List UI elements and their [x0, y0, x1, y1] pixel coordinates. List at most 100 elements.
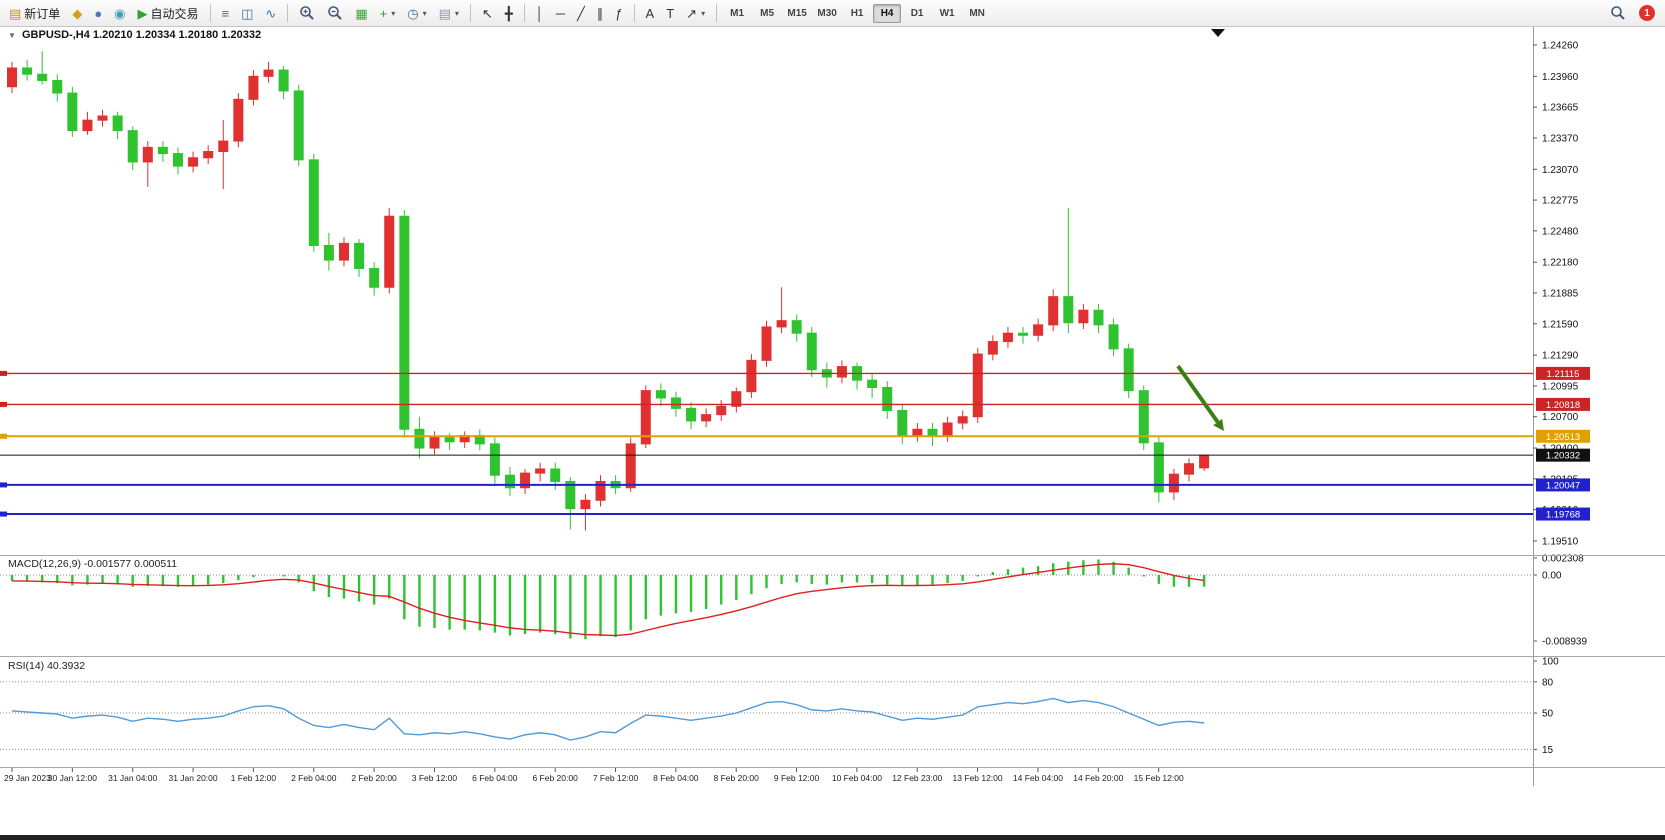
- text-tool-button[interactable]: A: [641, 2, 660, 24]
- candle: [112, 115, 123, 132]
- hline-tool-button[interactable]: ─: [551, 2, 570, 24]
- channel-icon: ∥: [596, 5, 604, 21]
- rsi-axis-label: 50: [1542, 709, 1554, 720]
- template-button[interactable]: ▤ ▾: [434, 2, 464, 24]
- autotrading-button[interactable]: ▶ 自动交易: [133, 2, 204, 24]
- macd-pane: 0.002308 0.00 -0.008939: [0, 554, 1587, 648]
- candle: [218, 140, 229, 153]
- tile-windows-button[interactable]: ▦: [350, 2, 372, 24]
- time-axis-label: 7 Feb 12:00: [593, 773, 639, 783]
- candle: [504, 474, 515, 489]
- time-axis-label: 6 Feb 20:00: [532, 773, 578, 783]
- candle: [791, 320, 802, 334]
- price-axis-label: 1.21590: [1542, 319, 1579, 330]
- profiles-button[interactable]: ◷ ▾: [402, 2, 431, 24]
- data-window-button[interactable]: ◉: [109, 2, 130, 24]
- cursor-tool-button[interactable]: ↖: [477, 2, 498, 24]
- candle: [535, 468, 546, 474]
- annotations-layer: [1176, 29, 1225, 431]
- candle: [278, 69, 289, 92]
- horizontal-line-icon: ─: [555, 5, 565, 21]
- candles-layer: [7, 51, 1210, 531]
- new-order-button[interactable]: ▤ 新订单: [4, 2, 65, 24]
- timeframe-m15-button[interactable]: M15: [783, 4, 811, 23]
- time-axis-label: 2 Feb 04:00: [291, 773, 337, 783]
- channel-tool-button[interactable]: ∥: [592, 2, 609, 24]
- candle: [565, 480, 576, 510]
- price-axis-label: 1.22775: [1542, 196, 1579, 207]
- autotrading-icon: ▶: [137, 5, 148, 21]
- chart-window-icon: ◆: [72, 5, 83, 21]
- candle: [338, 242, 349, 261]
- candle: [882, 386, 893, 411]
- candle: [520, 472, 531, 489]
- timeframe-m30-button[interactable]: M30: [813, 4, 841, 23]
- new-chart-button[interactable]: + ▾: [375, 2, 401, 24]
- time-axis-label: 2 Feb 20:00: [351, 773, 397, 783]
- candle: [912, 428, 923, 437]
- price-axis-label: 1.21290: [1542, 351, 1579, 362]
- new-order-button-label: 新订单: [24, 6, 61, 21]
- price-tag-label: 1.21115: [1547, 369, 1580, 380]
- crosshair-tool-button[interactable]: ╋: [500, 2, 518, 24]
- candle: [248, 75, 259, 100]
- timeframe-d1-button[interactable]: D1: [903, 4, 931, 23]
- market-watch-button[interactable]: ●: [89, 2, 107, 24]
- price-axis-label: 1.23370: [1542, 133, 1579, 144]
- chart-title: GBPUSD-,H4 1.20210 1.20334 1.20180 1.203…: [22, 29, 261, 41]
- candle: [444, 437, 455, 443]
- candle: [233, 98, 244, 142]
- price-axis-label: 1.21885: [1542, 288, 1579, 299]
- candle-chart-type-button[interactable]: ◫: [236, 2, 258, 24]
- zoom-out-button[interactable]: [322, 2, 348, 24]
- candle: [625, 443, 636, 489]
- candle: [323, 244, 334, 261]
- candle: [1093, 309, 1104, 326]
- arrows-tool-button[interactable]: ↗ ▾: [681, 2, 710, 24]
- bar-chart-type-button[interactable]: ≡: [217, 2, 235, 24]
- chevron-down-icon: ▾: [701, 8, 706, 18]
- candle: [550, 468, 561, 482]
- candle: [37, 73, 48, 82]
- candle: [716, 405, 727, 416]
- crosshair-icon: ╋: [504, 5, 513, 21]
- zoom-in-button[interactable]: [294, 2, 320, 24]
- trend-arrow-annotation[interactable]: [1176, 364, 1220, 424]
- candle: [308, 159, 319, 246]
- taskbar-strip: [0, 835, 1665, 840]
- candle: [655, 390, 666, 399]
- price-axis-label: 1.23070: [1542, 165, 1579, 176]
- chevron-down-icon: ▾: [422, 8, 427, 18]
- chart-window-button[interactable]: ◆: [67, 2, 87, 24]
- fibonacci-tool-button[interactable]: ƒ: [610, 2, 627, 24]
- line-chart-type-button[interactable]: ∿: [260, 2, 281, 24]
- rsi-axis-label: 15: [1542, 745, 1554, 756]
- toolbar-separator: [716, 4, 718, 22]
- candle: [7, 67, 17, 88]
- trendline-tool-button[interactable]: ╱: [572, 2, 590, 24]
- candle: [1184, 463, 1195, 475]
- timeframe-m5-button[interactable]: M5: [753, 4, 781, 23]
- timeframe-w1-button[interactable]: W1: [933, 4, 961, 23]
- notification-badge[interactable]: 1: [1639, 5, 1655, 21]
- price-tags-layer: 1.21115 1.20818 1.20513 1.20047 1.19768 1.203…: [1536, 366, 1590, 521]
- timeframe-h1-button[interactable]: H1: [843, 4, 871, 23]
- price-tag: [1536, 366, 1590, 380]
- time-axis-label: 3 Feb 12:00: [412, 773, 458, 783]
- vline-tool-button[interactable]: │: [531, 2, 549, 24]
- time-axis-label: 10 Feb 04:00: [832, 773, 882, 783]
- timeframe-mn-button[interactable]: MN: [963, 4, 991, 23]
- price-axis-label: 1.23960: [1542, 72, 1579, 83]
- timeframe-h4-button[interactable]: H4: [873, 3, 902, 23]
- trendline-icon: ╱: [576, 5, 585, 21]
- one-click-expand-button[interactable]: ▼: [8, 31, 16, 40]
- timeframe-m1-button[interactable]: M1: [723, 4, 751, 23]
- macd-label: MACD(12,26,9) -0.001577 0.000511: [8, 558, 177, 570]
- label-tool-button[interactable]: T: [661, 2, 679, 24]
- search-button[interactable]: [1605, 2, 1631, 24]
- chart-shift-marker[interactable]: [1211, 29, 1225, 37]
